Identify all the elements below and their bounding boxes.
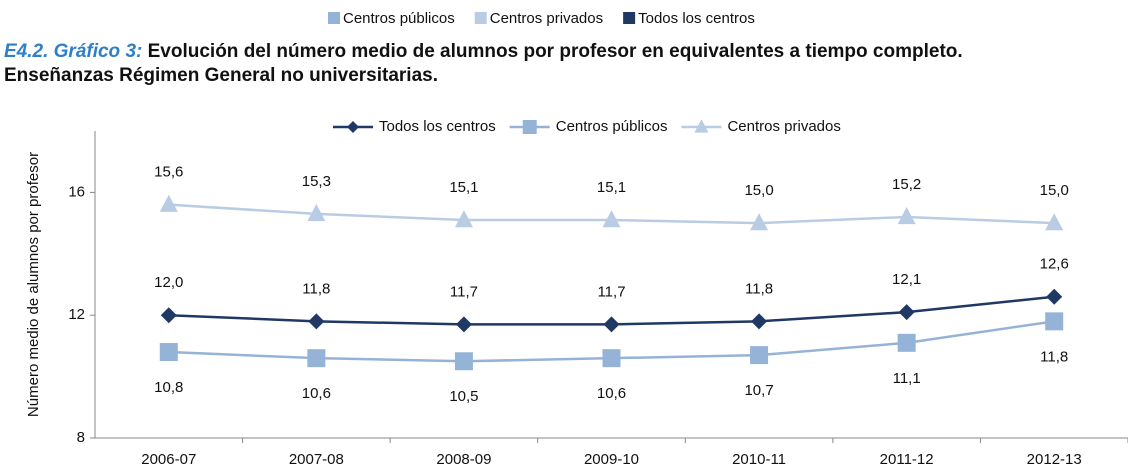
- data-label: 10,8: [154, 379, 183, 396]
- chart-title-block: E4.2. Gráfico 3: Evolución del número me…: [4, 40, 1064, 88]
- data-label: 12,0: [154, 274, 183, 291]
- marker-square: [897, 333, 916, 352]
- marker-square: [454, 352, 473, 371]
- marker-diamond: [603, 316, 620, 333]
- marker-square: [159, 343, 178, 362]
- marker-triangle: [1045, 213, 1064, 231]
- marker-diamond: [1046, 288, 1063, 305]
- top-legend-swatch: [328, 12, 340, 24]
- marker-triangle: [307, 203, 326, 222]
- data-label: 11,7: [597, 283, 625, 300]
- marker-triangle: [897, 207, 916, 225]
- x-tick-label: 2012-13: [1027, 451, 1082, 468]
- y-tick-label: 16: [68, 183, 85, 200]
- data-label: 10,6: [302, 385, 331, 402]
- marker-diamond: [308, 313, 325, 330]
- x-tick-label: 2010-11: [732, 451, 786, 468]
- data-label: 12,1: [892, 271, 921, 288]
- y-tick-label: 12: [68, 306, 85, 323]
- x-tick-label: 2009-10: [584, 451, 639, 468]
- data-label: 11,8: [302, 280, 330, 297]
- marker-diamond: [160, 307, 177, 324]
- marker-diamond: [347, 121, 359, 133]
- marker-square: [307, 349, 326, 368]
- data-label: 15,6: [154, 164, 183, 181]
- data-label: 11,8: [745, 280, 773, 297]
- top-legend-swatch: [623, 12, 636, 24]
- data-label: 15,2: [892, 176, 921, 193]
- marker-square: [1045, 312, 1064, 331]
- x-tick-label: 2008-09: [436, 451, 491, 468]
- legend-label: Centros privados: [727, 118, 840, 135]
- marker-diamond: [898, 304, 915, 321]
- top-legend-label: Centros públicos: [343, 10, 455, 27]
- marker-triangle: [602, 210, 621, 228]
- x-tick-label: 2011-12: [880, 451, 934, 468]
- x-tick-label: 2007-08: [289, 451, 344, 468]
- marker-square: [522, 120, 537, 134]
- data-label: 15,0: [744, 182, 773, 199]
- x-tick-label: 2006-07: [141, 451, 196, 468]
- title-prefix: E4.2. Gráfico 3:: [4, 41, 143, 62]
- marker-triangle: [454, 210, 473, 228]
- data-label: 15,0: [1040, 182, 1069, 199]
- marker-triangle: [750, 213, 769, 231]
- data-label: 11,1: [893, 370, 921, 387]
- chart-title: Evolución del número medio de alumnos po…: [4, 41, 963, 86]
- data-label: 15,1: [597, 179, 626, 196]
- data-label: 11,8: [1040, 348, 1068, 365]
- marker-diamond: [455, 316, 472, 333]
- data-label: 10,5: [449, 388, 478, 405]
- legend-label: Centros públicos: [556, 118, 668, 135]
- data-label: 12,6: [1040, 256, 1069, 273]
- data-label: 15,3: [302, 173, 331, 190]
- marker-diamond: [751, 313, 768, 330]
- marker-triangle: [159, 194, 178, 212]
- y-axis-label: Número medio de alumnos por profesor: [25, 152, 42, 417]
- marker-square: [602, 349, 621, 368]
- data-label: 15,1: [449, 179, 478, 196]
- top-legend-label: Centros privados: [490, 10, 603, 27]
- marker-triangle: [694, 119, 709, 133]
- data-label: 10,6: [597, 385, 626, 402]
- y-tick-label: 8: [77, 429, 85, 446]
- data-label: 10,7: [744, 382, 773, 399]
- data-label: 11,7: [450, 283, 478, 300]
- legend-label: Todos los centros: [379, 118, 496, 135]
- marker-square: [750, 346, 769, 365]
- top-legend-label: Todos los centros: [638, 10, 755, 27]
- top-legend-swatch: [474, 12, 487, 24]
